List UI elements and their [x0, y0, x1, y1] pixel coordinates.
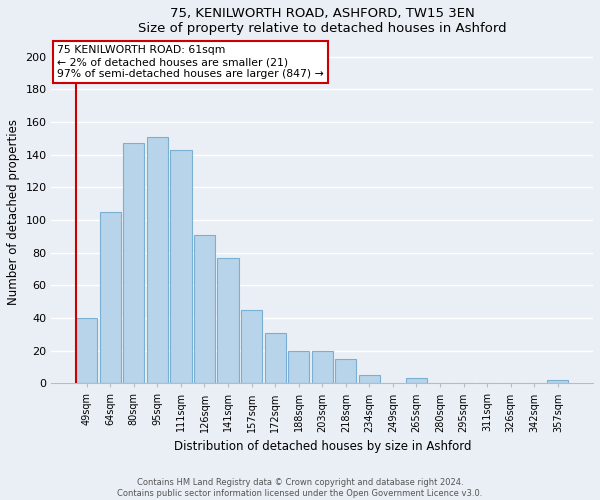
Y-axis label: Number of detached properties: Number of detached properties: [7, 119, 20, 305]
Bar: [123, 143, 145, 384]
Bar: [241, 310, 262, 384]
Bar: [217, 258, 239, 384]
X-axis label: Distribution of detached houses by size in Ashford: Distribution of detached houses by size …: [173, 440, 471, 453]
Bar: [335, 359, 356, 384]
Bar: [76, 318, 97, 384]
Bar: [194, 234, 215, 384]
Bar: [288, 350, 310, 384]
Bar: [100, 212, 121, 384]
Bar: [265, 332, 286, 384]
Bar: [359, 375, 380, 384]
Title: 75, KENILWORTH ROAD, ASHFORD, TW15 3EN
Size of property relative to detached hou: 75, KENILWORTH ROAD, ASHFORD, TW15 3EN S…: [138, 7, 506, 35]
Bar: [147, 136, 168, 384]
Text: 75 KENILWORTH ROAD: 61sqm
← 2% of detached houses are smaller (21)
97% of semi-d: 75 KENILWORTH ROAD: 61sqm ← 2% of detach…: [57, 46, 323, 78]
Text: Contains HM Land Registry data © Crown copyright and database right 2024.
Contai: Contains HM Land Registry data © Crown c…: [118, 478, 482, 498]
Bar: [170, 150, 191, 384]
Bar: [547, 380, 568, 384]
Bar: [311, 350, 333, 384]
Bar: [406, 378, 427, 384]
